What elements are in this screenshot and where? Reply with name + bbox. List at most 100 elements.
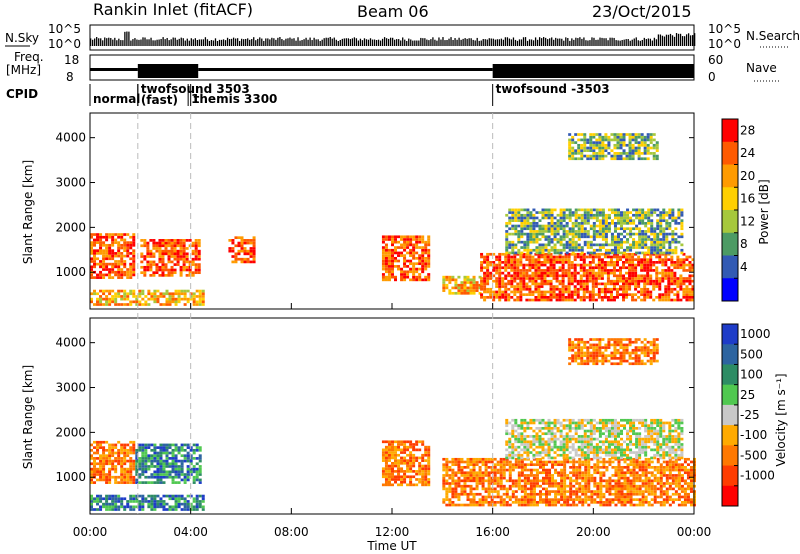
heatmap-cell [153, 446, 157, 449]
heatmap-cell [504, 290, 508, 294]
heatmap-cell [243, 252, 247, 256]
heatmap-cell [583, 221, 587, 225]
heatmap-cell [237, 241, 241, 245]
heatmap-cell [691, 266, 695, 270]
heatmap-cell [623, 492, 627, 496]
heatmap-cell [475, 476, 479, 480]
heatmap-cell [93, 457, 97, 460]
heatmap-cell [412, 448, 416, 452]
heatmap-cell [176, 252, 180, 256]
heatmap-cell [537, 258, 541, 262]
heatmap-cell [578, 495, 582, 499]
heatmap-cell [182, 247, 186, 250]
heatmap-cell [513, 271, 517, 275]
heatmap-cell [626, 479, 630, 483]
heatmap-cell [457, 291, 461, 295]
heatmap-cell [384, 254, 388, 257]
heatmap-cell [159, 462, 163, 466]
heatmap-cell [179, 241, 183, 245]
heatmap-cell [534, 285, 538, 288]
heatmap-cell [186, 467, 190, 471]
heatmap-cell [483, 290, 487, 294]
heatmap-cell [448, 289, 452, 292]
heatmap-cell [535, 482, 539, 485]
heatmap-cell [493, 490, 497, 493]
heatmap-cell [665, 211, 669, 214]
nsky-bar [694, 33, 696, 46]
nsky-bar [528, 39, 531, 46]
heatmap-cell [589, 251, 593, 255]
heatmap-cell [638, 227, 642, 231]
heatmap-cell [643, 269, 647, 272]
heatmap-cell [165, 475, 169, 479]
heatmap-cell [507, 263, 511, 267]
heatmap-cell [135, 465, 139, 468]
heatmap-cell [637, 263, 641, 267]
heatmap-cell [674, 476, 678, 480]
heatmap-cell [126, 241, 130, 244]
heatmap-cell [387, 251, 391, 255]
heatmap-cell [632, 484, 636, 488]
heatmap-cell [682, 287, 686, 291]
heatmap-cell [583, 146, 587, 150]
heatmap-cell [623, 227, 627, 231]
heatmap-cell [415, 251, 419, 255]
heatmap-cell [677, 479, 681, 483]
heatmap-cell [394, 265, 398, 268]
heatmap-cell [613, 240, 617, 244]
heatmap-cell [616, 135, 620, 139]
heatmap-cell [548, 498, 552, 501]
heatmap-cell [129, 462, 133, 466]
heatmap-cell [611, 487, 615, 491]
nsky-bar [176, 39, 178, 46]
heatmap-cell [460, 457, 464, 461]
nsky-bar [667, 34, 670, 46]
nsky-bar [392, 37, 394, 46]
heatmap-cell [686, 484, 690, 488]
heatmap-cell [565, 230, 569, 233]
heatmap-cell [616, 211, 620, 214]
heatmap-cell [595, 138, 599, 142]
heatmap-cell [685, 263, 689, 267]
heatmap-cell [394, 448, 398, 452]
nsky-bar [653, 37, 656, 46]
nsky-bar [359, 38, 362, 46]
heatmap-cell [228, 249, 232, 253]
heatmap-cell [620, 221, 624, 225]
heatmap-cell [152, 239, 156, 242]
heatmap-cell [394, 459, 398, 462]
heatmap-cell [505, 232, 509, 236]
heatmap-cell [523, 476, 527, 480]
heatmap-cell [463, 289, 467, 292]
heatmap-cell [612, 295, 616, 299]
heatmap-cell [665, 492, 669, 496]
heatmap-cell [647, 251, 651, 255]
heatmap-cell [520, 216, 524, 220]
heatmap-cell [445, 482, 449, 485]
heatmap-cell [689, 490, 693, 493]
heatmap-cell [424, 483, 428, 487]
heatmap-cell [188, 239, 192, 242]
heatmap-cell [201, 289, 205, 293]
heatmap-cell [587, 463, 591, 467]
heatmap-cell [541, 466, 545, 469]
heatmap-cell [647, 479, 651, 483]
heatmap-cell [517, 484, 521, 488]
heatmap-cell [498, 293, 502, 296]
nsky-bar [480, 40, 482, 46]
heatmap-cell [592, 221, 596, 225]
heatmap-cell [659, 476, 663, 480]
heatmap-cell [561, 295, 565, 299]
heatmap-cell [583, 133, 587, 136]
heatmap-cell [625, 157, 629, 161]
heatmap-cell [141, 292, 145, 296]
heatmap-cell [615, 263, 619, 267]
heatmap-cell [427, 275, 431, 279]
heatmap-cell [120, 303, 124, 306]
heatmap-cell [667, 279, 671, 283]
heatmap-cell [141, 297, 145, 301]
heatmap-cell [680, 487, 684, 491]
heatmap-cell [579, 285, 583, 288]
heatmap-cell [531, 298, 535, 302]
heatmap-cell [592, 152, 596, 155]
